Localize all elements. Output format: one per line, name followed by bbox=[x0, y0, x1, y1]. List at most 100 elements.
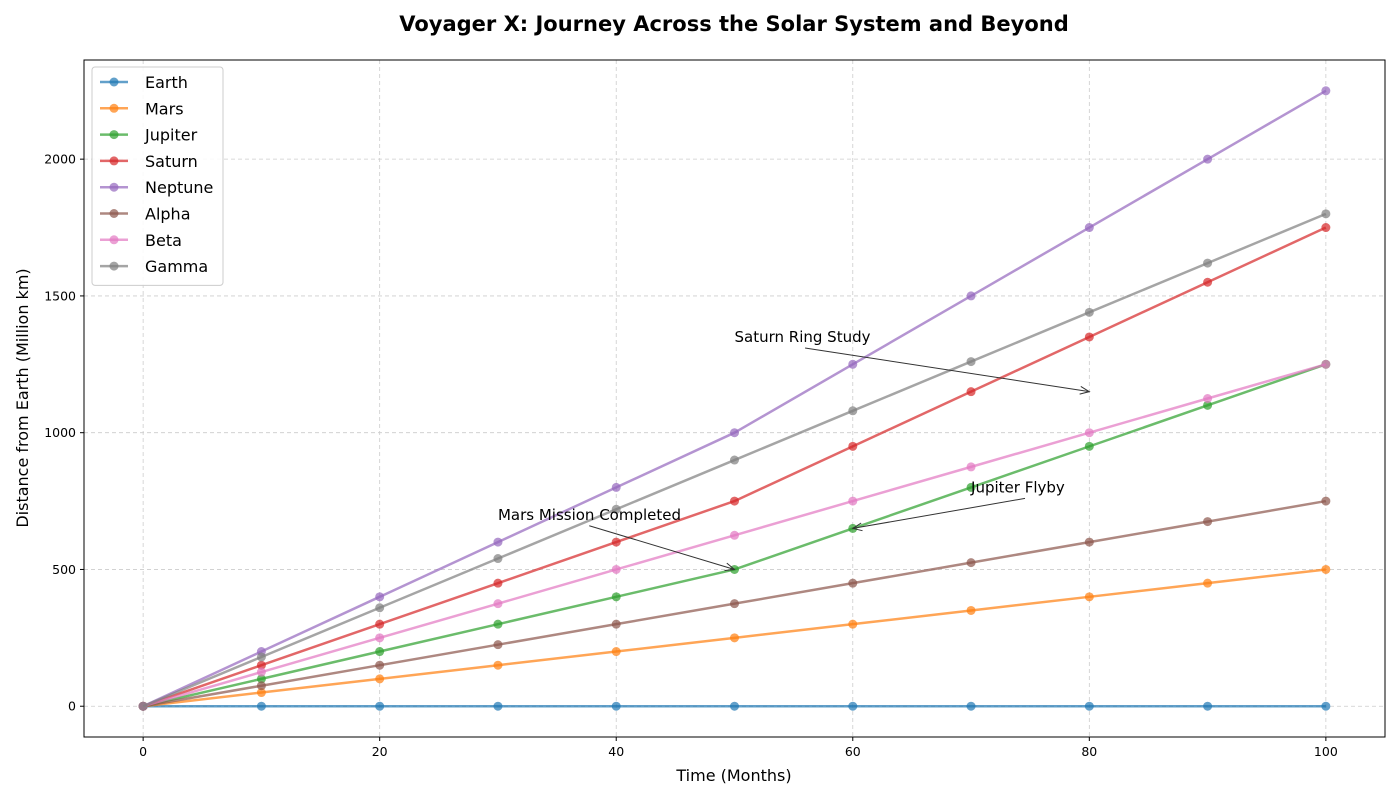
data-point-gamma bbox=[848, 406, 858, 416]
data-point-mars bbox=[1084, 592, 1094, 602]
series-neptune bbox=[138, 86, 1331, 711]
data-point-mars bbox=[848, 619, 858, 629]
data-point-earth bbox=[730, 701, 739, 711]
annotation-arrowhead bbox=[724, 562, 736, 572]
grid bbox=[84, 60, 1385, 737]
x-tick-label: 20 bbox=[372, 744, 388, 759]
data-point-neptune bbox=[966, 291, 976, 301]
legend-label: Alpha bbox=[145, 205, 191, 224]
data-point-jupiter bbox=[375, 647, 385, 657]
data-point-earth bbox=[1084, 701, 1094, 711]
data-point-mars bbox=[611, 647, 621, 657]
annotation-arrow bbox=[589, 525, 735, 570]
data-point-alpha bbox=[1203, 517, 1213, 527]
data-point-earth bbox=[611, 701, 621, 711]
data-point-neptune bbox=[493, 537, 503, 547]
data-point-jupiter bbox=[256, 674, 266, 684]
legend-item-jupiter: Jupiter bbox=[100, 126, 198, 145]
data-point-beta bbox=[493, 599, 503, 609]
series-alpha bbox=[138, 496, 1331, 711]
annotation-label: Jupiter Flyby bbox=[970, 478, 1065, 496]
data-point-saturn bbox=[611, 537, 621, 547]
data-point-gamma bbox=[730, 455, 739, 465]
data-point-alpha bbox=[1321, 496, 1331, 506]
data-point-earth bbox=[375, 701, 385, 711]
legend-swatch-marker bbox=[109, 209, 119, 218]
plot-area bbox=[83, 59, 1386, 738]
data-point-jupiter bbox=[1203, 400, 1213, 410]
legend-swatch-marker bbox=[109, 156, 119, 166]
data-point-alpha bbox=[966, 558, 976, 568]
data-point-mars bbox=[966, 605, 976, 615]
legend-label: Mars bbox=[145, 99, 184, 118]
x-tick-label: 0 bbox=[139, 744, 147, 759]
legend-label: Gamma bbox=[145, 257, 208, 276]
data-point-beta bbox=[848, 496, 858, 506]
legend-swatch-marker bbox=[109, 182, 119, 192]
data-point-beta bbox=[1203, 394, 1213, 403]
data-point-neptune bbox=[1203, 154, 1213, 164]
legend-swatch-marker bbox=[109, 103, 119, 113]
data-point-gamma bbox=[1203, 258, 1213, 268]
data-point-beta bbox=[611, 564, 621, 574]
annotation-arrowhead bbox=[851, 522, 863, 532]
data-point-beta bbox=[256, 667, 266, 677]
data-point-gamma bbox=[1084, 307, 1094, 317]
data-point-beta bbox=[375, 633, 385, 643]
data-point-alpha bbox=[611, 619, 621, 629]
data-point-earth bbox=[1321, 701, 1331, 711]
y-axis: 0 500 1000 1500 2000 bbox=[44, 152, 84, 714]
legend-swatch-marker bbox=[109, 235, 119, 245]
data-point-alpha bbox=[375, 660, 385, 670]
data-point-gamma bbox=[493, 554, 503, 564]
data-point-neptune bbox=[848, 359, 858, 369]
legend-label: Jupiter bbox=[144, 126, 198, 145]
data-point-gamma bbox=[1321, 209, 1331, 219]
data-point-neptune bbox=[1321, 86, 1331, 96]
annotation: Mars Mission Completed bbox=[498, 506, 736, 572]
data-point-saturn bbox=[848, 441, 858, 451]
series-beta bbox=[138, 359, 1331, 711]
data-point-mars bbox=[375, 674, 385, 684]
legend-label: Beta bbox=[145, 231, 182, 250]
y-tick-label: 0 bbox=[68, 699, 76, 714]
series-gamma bbox=[138, 209, 1331, 711]
annotation-arrow bbox=[852, 497, 1026, 529]
annotation-arrow bbox=[804, 347, 1090, 393]
data-point-mars bbox=[256, 688, 266, 698]
series-earth bbox=[138, 701, 1331, 711]
data-point-mars bbox=[493, 660, 503, 670]
data-point-alpha bbox=[848, 578, 858, 588]
y-tick-label: 2000 bbox=[44, 152, 76, 167]
x-tick-label: 40 bbox=[608, 744, 624, 759]
legend-item-gamma: Gamma bbox=[100, 257, 208, 276]
data-point-gamma bbox=[256, 652, 266, 662]
legend-label: Neptune bbox=[145, 178, 213, 197]
data-point-earth bbox=[966, 701, 976, 711]
data-point-gamma bbox=[138, 701, 148, 711]
data-point-jupiter bbox=[611, 592, 621, 602]
x-tick-label: 80 bbox=[1081, 744, 1097, 759]
legend-item-alpha: Alpha bbox=[100, 205, 191, 224]
legend-item-neptune: Neptune bbox=[100, 178, 213, 197]
y-axis-label: Distance from Earth (Million km) bbox=[13, 268, 32, 527]
legend: Earth Mars Jupiter Saturn Neptune Alpha Beta Ga… bbox=[91, 66, 224, 286]
data-point-saturn bbox=[1203, 277, 1213, 287]
data-point-beta bbox=[1321, 359, 1331, 369]
legend-item-earth: Earth bbox=[100, 73, 188, 92]
legend-swatch-marker bbox=[109, 261, 119, 271]
data-point-alpha bbox=[1084, 537, 1094, 547]
annotation: Saturn Ring Study bbox=[735, 328, 1091, 395]
legend-label: Saturn bbox=[145, 152, 198, 171]
data-point-alpha bbox=[256, 681, 266, 691]
chart-title: Voyager X: Journey Across the Solar Syst… bbox=[399, 12, 1069, 36]
data-point-saturn bbox=[375, 619, 385, 629]
data-point-saturn bbox=[256, 660, 266, 670]
legend-label: Earth bbox=[145, 73, 188, 92]
data-point-jupiter bbox=[1084, 441, 1094, 451]
data-point-neptune bbox=[730, 428, 739, 438]
x-tick-label: 100 bbox=[1314, 744, 1338, 759]
legend-swatch-marker bbox=[109, 77, 119, 87]
data-point-earth bbox=[256, 701, 266, 711]
